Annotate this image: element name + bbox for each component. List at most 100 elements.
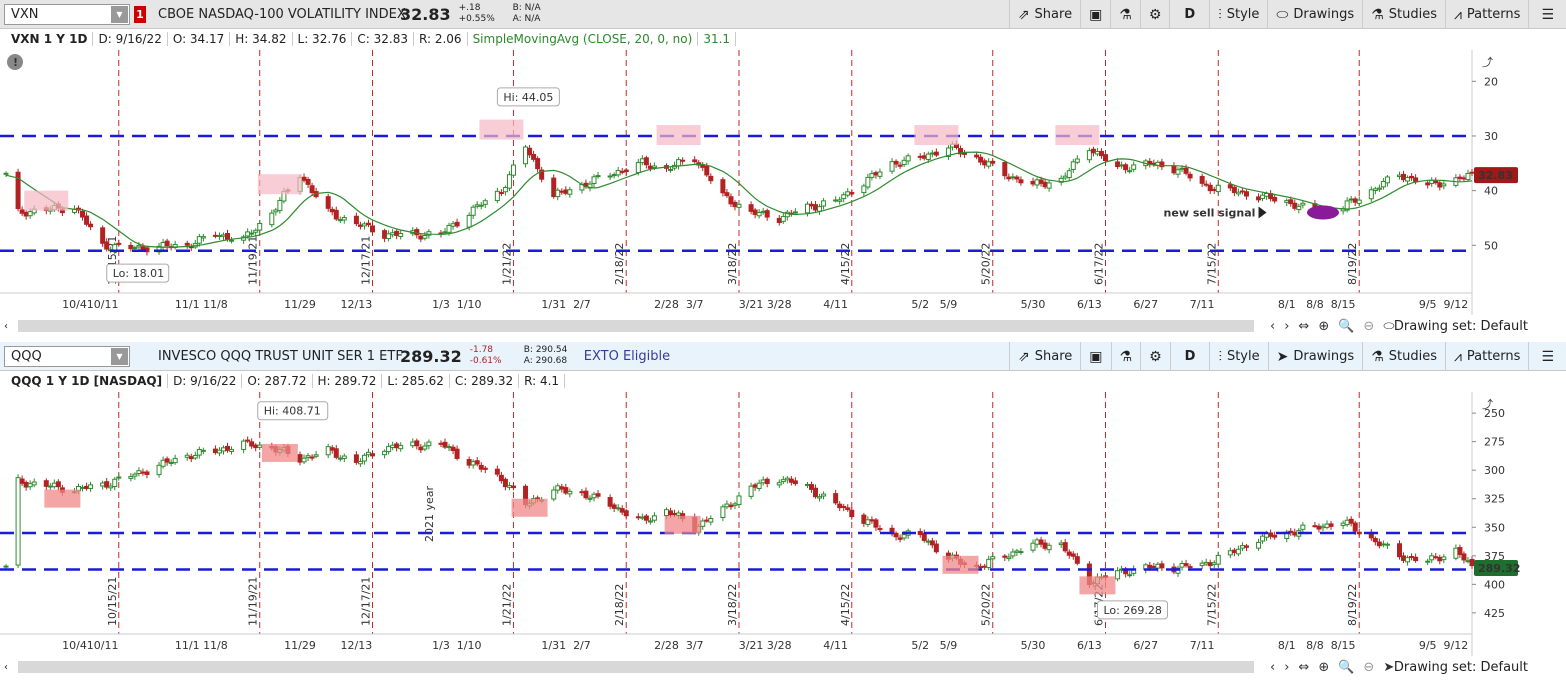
last-price-tag [1474,167,1518,184]
zoom-out-icon[interactable]: ⊖ [1363,318,1375,334]
scroll-left-icon[interactable]: ‹ [1270,318,1276,334]
candle-body [559,190,565,193]
scroll-right-icon[interactable]: › [1284,659,1290,675]
candle-body [88,223,94,228]
symbol-input[interactable]: VXN ▼ [4,3,130,25]
x-tick-label: 1/10 [457,298,482,311]
y-tick-label: 275 [1484,436,1505,449]
gear-icon: ⚙ [1148,6,1162,23]
candle-body [1243,545,1249,548]
candle-body [382,450,388,456]
expand-icon[interactable]: ⇔ [1298,659,1310,675]
settings-button[interactable]: ⚙ [1140,342,1170,371]
patterns-button[interactable]: ⩘ Patterns [1444,342,1528,371]
beaker-button[interactable]: ⚗ [1110,0,1140,29]
link-flag[interactable]: 1 [134,5,146,23]
candle-body [253,444,259,449]
candle-body [1316,525,1322,530]
period-button[interactable]: D [1169,342,1210,371]
drawings-button[interactable]: ➤ Drawings [1267,342,1363,371]
candle-body [1425,560,1431,563]
candle-body [1356,531,1362,535]
drawings-button[interactable]: ⬭ Drawings [1267,0,1362,29]
candle-body [607,497,613,507]
candle-body [1103,154,1108,162]
candle-body [1062,542,1068,552]
zoom-out-icon[interactable]: ⊖ [1363,659,1375,675]
expand-icon[interactable]: ⇔ [1298,318,1310,334]
candle-body [651,515,657,521]
candle-body [15,171,21,210]
candle-body [982,565,988,568]
cursor-icon[interactable]: ➤ [1383,659,1395,675]
x-tick-label: 8/15 [1331,639,1356,652]
candle-body [1239,190,1245,193]
candle-body [591,493,597,499]
candle-body [1090,148,1096,154]
ellipse-icon[interactable]: ⬭ [1383,318,1395,334]
scroll-left-icon[interactable]: ‹ [4,320,8,332]
x-tick-label: 1/31 [541,639,566,652]
symbol-dropdown-icon[interactable]: ▼ [111,347,128,365]
candle-body [450,223,456,227]
candle-body [639,158,645,164]
candle-body [1441,556,1447,561]
candle-body [780,479,786,483]
qqq-chart[interactable]: 10/15/21 11/19/21 12/17/21 1/21/22 2/18/22 3/… [0,392,1566,656]
studies-button[interactable]: ⚗ Studies [1362,342,1445,371]
style-button[interactable]: ⫶ Style [1209,342,1267,371]
snapshot-button[interactable]: ▣ [1080,342,1110,371]
crosshair-icon[interactable]: ⊕ [1318,659,1330,675]
menu-button[interactable]: ☰ [1528,342,1566,371]
drawing-set-selector[interactable]: Drawing set: Default [1393,318,1528,334]
candle-body [112,244,118,251]
study-label[interactable]: SimpleMovingAvg (CLOSE, 20, 0, no) [468,32,699,46]
candle-body [341,455,347,459]
candle-body [257,222,263,231]
studies-button[interactable]: ⚗ Studies [1362,0,1445,29]
crosshair-icon[interactable]: ⊕ [1318,318,1330,334]
candle-body [748,204,754,212]
year-label: 2021 year [423,485,436,542]
zoom-in-icon[interactable]: 🔍 [1338,318,1355,334]
camera-icon: ▣ [1089,6,1103,23]
candle-body [466,214,472,228]
candle-body [474,460,480,465]
vxn-chart[interactable]: 10/15/21 11/19/21 12/17/21 1/21/22 2/18/22 3/… [0,50,1566,315]
candle-body [535,497,541,500]
beaker-button[interactable]: ⚗ [1110,342,1141,371]
top-scrollbar[interactable] [18,320,1254,332]
bottom-scrollbar[interactable] [18,661,1254,673]
hi-label: Hi: 44.05 [503,91,553,104]
scroll-left-icon[interactable]: ‹ [4,661,8,673]
share-button[interactable]: ⇗ Share [1009,342,1080,371]
scroll-left-icon[interactable]: ‹ [1270,659,1276,675]
zoom-in-icon[interactable]: 🔍 [1338,659,1355,675]
patterns-button[interactable]: ⩘ Patterns [1444,0,1528,29]
candle-body [144,471,150,475]
candle-body [422,234,428,239]
style-label: Style [1226,7,1260,22]
symbol-dropdown-icon[interactable]: ▼ [111,5,128,23]
x-tick-label: 8/8 [1306,639,1324,652]
menu-button[interactable]: ☰ [1528,0,1566,29]
x-tick-label: 4/11 [823,298,848,311]
share-button[interactable]: ⇗ Share [1008,0,1080,29]
drawing-set-selector[interactable]: Drawing set: Default [1393,659,1528,675]
x-tick-label: 8/8 [1306,298,1324,311]
settings-button[interactable]: ⚙ [1139,0,1170,29]
symbol-input[interactable]: QQQ ▼ [4,345,130,367]
candle-body [337,219,343,222]
x-tick-label: 11/8 [203,639,228,652]
signal-highlight [511,498,548,517]
scroll-right-icon[interactable]: › [1284,318,1290,334]
style-button[interactable]: ⫶ Style [1209,0,1267,29]
period-button[interactable]: D [1169,0,1209,29]
snapshot-button[interactable]: ▣ [1080,0,1110,29]
candle-body [1231,549,1237,554]
candle-body [700,520,706,527]
candle-body [225,233,231,240]
candle-body [1066,551,1072,556]
candle-body [933,543,939,553]
candle-body [877,528,883,531]
